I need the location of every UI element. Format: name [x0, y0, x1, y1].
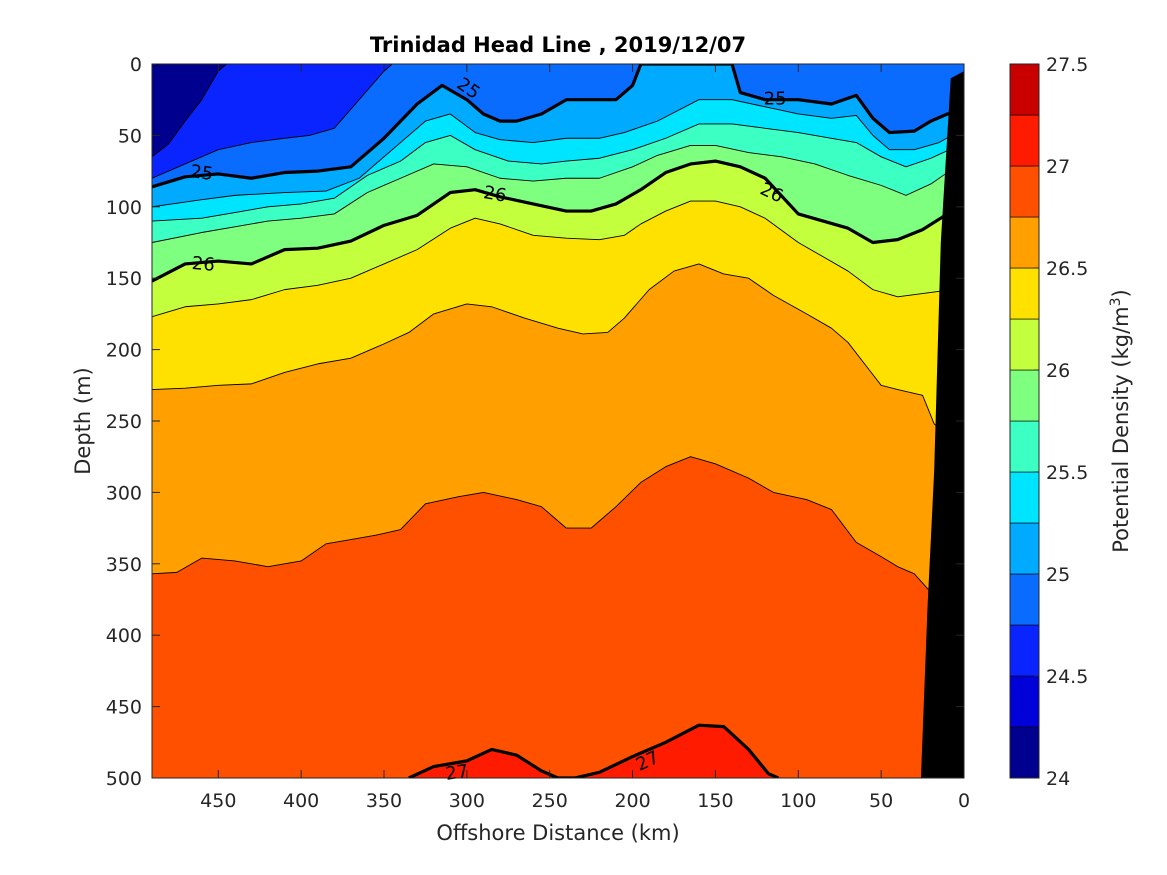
isopycnal-26 [152, 159, 964, 283]
x-axis: 450 400 350 300 250 200 150 100 50 0 [200, 64, 970, 812]
colorbar-swatch [1009, 165, 1040, 218]
y-tick-label: 150 [106, 268, 142, 290]
isopycnal-25 [152, 64, 964, 189]
isopycnal-27 [408, 723, 780, 778]
x-tick-label: 350 [366, 790, 402, 812]
x-tick-label: 250 [532, 790, 568, 812]
x-tick-label: 400 [283, 790, 319, 812]
colorbar-swatch [1009, 63, 1040, 116]
isopycnal-24-5 [152, 64, 227, 158]
isopycnal-lines [152, 64, 964, 778]
colorbar-tick-label: 27 [1046, 156, 1070, 178]
x-tick-label: 50 [869, 790, 893, 812]
y-axis: 0 50 100 150 200 250 300 350 400 450 500 [106, 54, 964, 790]
contour-plot-area [152, 64, 964, 778]
isopycnal-25-75 [152, 144, 964, 243]
x-tick-label: 100 [780, 790, 816, 812]
contour-label: 27 [444, 761, 470, 785]
contour-label: 26 [482, 182, 508, 207]
chart-title: Trinidad Head Line , 2019/12/07 [370, 33, 746, 57]
x-tick-label: 200 [614, 790, 650, 812]
density-band-27 [408, 725, 779, 778]
colorbar-tick-label: 26.5 [1046, 258, 1088, 280]
y-tick-label: 100 [106, 197, 142, 219]
y-tick-label: 400 [106, 625, 142, 647]
isopycnal-26-5 [152, 263, 964, 439]
colorbar-frame [1009, 63, 1040, 779]
colorbar-label-superscript: 3 [1108, 297, 1124, 306]
seafloor [920, 71, 964, 778]
colorbar-swatch [1009, 675, 1040, 728]
colorbar-swatch [1009, 216, 1040, 269]
contour-label: 25 [764, 88, 787, 109]
colorbar-swatch [1009, 624, 1040, 677]
isopycnal-26-25 [152, 200, 964, 318]
y-tick-label: 450 [106, 697, 142, 719]
x-axis-label: Offshore Distance (km) [436, 821, 679, 845]
isopycnal-24-75 [152, 64, 393, 179]
colorbar-tick-label: 25.5 [1046, 462, 1088, 484]
contour-label: 25 [189, 161, 215, 185]
y-tick-label: 300 [106, 482, 142, 504]
colorbar: 24 24.5 25 25.5 26 26.5 27 27.5 [1009, 54, 1088, 790]
colorbar-label: Potential Density (kg/m3) [1108, 289, 1133, 553]
colorbar-label-close: ) [1109, 289, 1133, 297]
colorbar-tick-label: 25 [1046, 564, 1070, 586]
x-tick-label: 150 [697, 790, 733, 812]
colorbar-swatch [1009, 522, 1040, 575]
density-band-26-75 [152, 456, 964, 778]
y-tick-label: 200 [106, 340, 142, 362]
contour-label: 26 [191, 253, 216, 276]
colorbar-swatch [1009, 369, 1040, 422]
colorbar-swatch [1009, 726, 1040, 779]
colorbar-swatch [1009, 318, 1040, 371]
y-axis-label: Depth (m) [71, 367, 95, 474]
x-tick-label: 0 [958, 790, 970, 812]
y-tick-label: 250 [106, 411, 142, 433]
y-tick-label: 50 [118, 125, 142, 147]
colorbar-swatch [1009, 471, 1040, 524]
isopycnal-25-5 [152, 123, 964, 222]
bathymetry-region [920, 71, 964, 778]
isopycnal-26-75 [152, 456, 964, 598]
isopycnal-25-25 [152, 99, 964, 208]
colorbar-tick-label: 24 [1046, 768, 1070, 790]
x-tick-label: 450 [200, 790, 236, 812]
y-tick-label: 500 [106, 768, 142, 790]
x-tick-label: 300 [449, 790, 485, 812]
colorbar-tick-label: 27.5 [1046, 54, 1088, 76]
colorbar-tick-label: 24.5 [1046, 666, 1088, 688]
colorbar-tick-label: 26 [1046, 360, 1070, 382]
y-tick-label: 0 [130, 54, 142, 76]
colorbar-swatch [1009, 573, 1040, 626]
colorbar-label-main: Potential Density (kg/m [1109, 306, 1133, 552]
y-tick-label: 350 [106, 554, 142, 576]
colorbar-swatch [1009, 114, 1040, 167]
colorbar-swatch [1009, 420, 1040, 473]
colorbar-swatch [1009, 267, 1040, 320]
